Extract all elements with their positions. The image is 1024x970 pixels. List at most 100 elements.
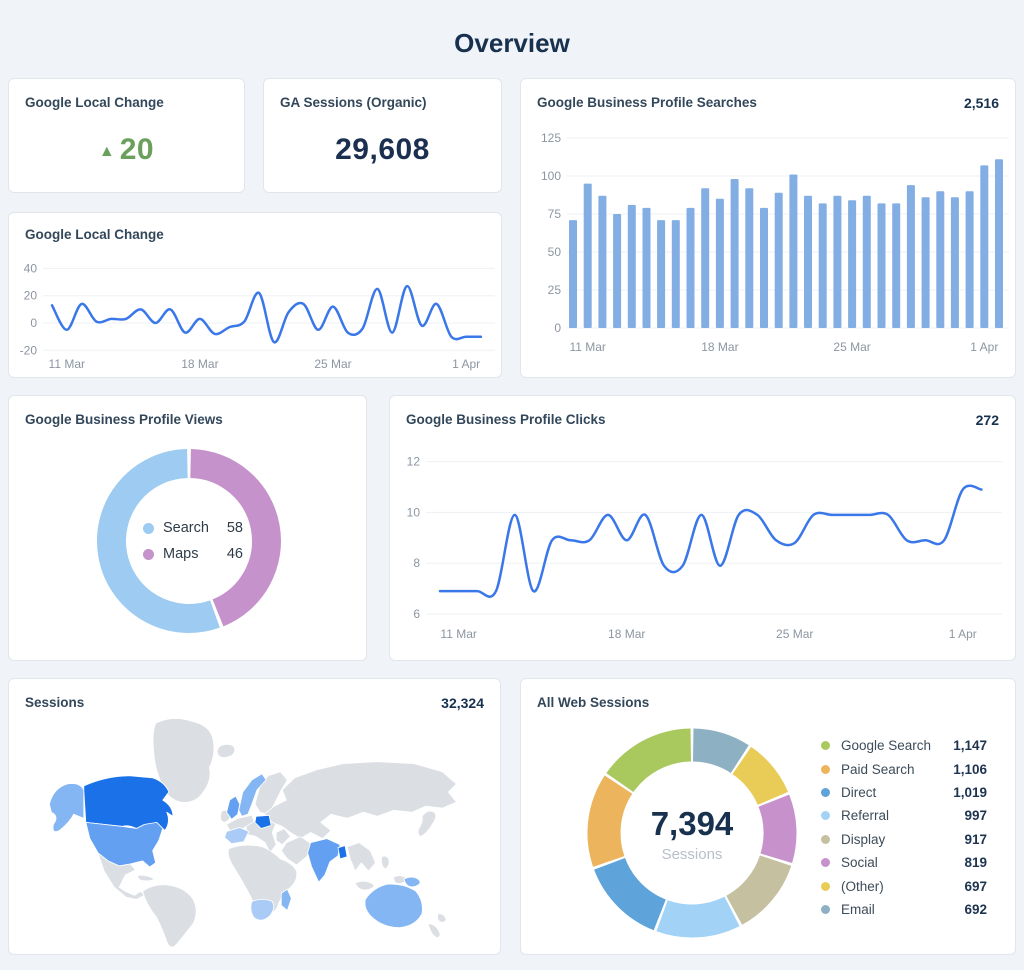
- y-tick-label: 20: [24, 289, 38, 303]
- landmass-balkans[interactable]: [275, 828, 291, 846]
- legend-item-search[interactable]: Search 58: [143, 515, 243, 541]
- donut-chart[interactable]: [9, 396, 368, 662]
- y-tick-label: 6: [413, 607, 420, 621]
- legend-item--other-[interactable]: (Other) 697: [821, 874, 987, 897]
- country-uk[interactable]: [226, 795, 241, 820]
- bar[interactable]: [760, 207, 768, 328]
- landmass-south-america[interactable]: [142, 884, 197, 948]
- bar[interactable]: [995, 159, 1003, 328]
- landmass-arabia[interactable]: [280, 836, 314, 866]
- donut-segment-google-search[interactable]: [606, 728, 692, 793]
- donut-segment-referral[interactable]: [656, 896, 740, 938]
- bar[interactable]: [906, 185, 915, 328]
- legend-item-display[interactable]: Display 917: [821, 828, 987, 851]
- donut-segment-paid-search[interactable]: [587, 775, 633, 867]
- local-change-kpi-value: ▲ 20: [9, 133, 244, 167]
- bar[interactable]: [980, 165, 989, 328]
- landmass-new-zealand-1[interactable]: [427, 923, 441, 939]
- donut-segment-display[interactable]: [725, 854, 792, 925]
- country-bangladesh[interactable]: [337, 845, 348, 860]
- bar[interactable]: [701, 188, 710, 328]
- bar[interactable]: [598, 195, 607, 328]
- bar[interactable]: [657, 220, 666, 328]
- country-canada[interactable]: [83, 775, 174, 831]
- landmass-caribbean[interactable]: [137, 874, 156, 882]
- bar[interactable]: [613, 214, 622, 328]
- legend-dot-icon: [821, 741, 830, 751]
- bar[interactable]: [789, 174, 798, 329]
- y-tick-label: -20: [20, 343, 38, 357]
- landmass-asia-north[interactable]: [263, 761, 457, 839]
- bar[interactable]: [848, 200, 857, 328]
- legend-label: Referral: [841, 808, 890, 824]
- landmass-indonesia-1[interactable]: [354, 880, 375, 891]
- line-chart[interactable]: 40 20 0 -20 11 Mar 18 Mar 25 Mar 1 Apr: [9, 249, 503, 379]
- world-map[interactable]: [19, 713, 499, 951]
- country-poland[interactable]: [254, 814, 272, 829]
- bar[interactable]: [818, 203, 827, 328]
- legend-item-referral[interactable]: Referral 997: [821, 804, 987, 827]
- donut-segment-search[interactable]: [97, 449, 220, 633]
- landmass-japan[interactable]: [417, 810, 437, 837]
- bar[interactable]: [627, 204, 636, 328]
- kpi-number: 20: [119, 133, 155, 166]
- card-title: GA Sessions (Organic): [280, 95, 427, 110]
- country-alaska[interactable]: [48, 783, 85, 833]
- country-india[interactable]: [307, 838, 341, 883]
- landmass-iceland[interactable]: [216, 743, 236, 758]
- up-arrow-icon: ▲: [98, 143, 115, 160]
- bar[interactable]: [950, 197, 959, 328]
- bar[interactable]: [833, 195, 842, 328]
- bar[interactable]: [774, 192, 783, 328]
- country-madagascar[interactable]: [280, 888, 292, 911]
- bar[interactable]: [921, 197, 930, 328]
- legend-item-email[interactable]: Email 692: [821, 898, 987, 921]
- legend-label: (Other): [841, 878, 884, 894]
- bar[interactable]: [892, 203, 901, 328]
- bar[interactable]: [862, 195, 871, 328]
- x-tick-label: 1 Apr: [452, 357, 480, 371]
- card-total: 32,324: [441, 695, 484, 711]
- donut-segment--other-[interactable]: [731, 746, 789, 806]
- bar[interactable]: [715, 198, 724, 328]
- country-south-africa[interactable]: [250, 898, 275, 921]
- legend-label: Paid Search: [841, 761, 915, 777]
- bar[interactable]: [730, 179, 739, 328]
- country-spain[interactable]: [224, 827, 250, 845]
- x-tick-label: 18 Mar: [608, 627, 645, 641]
- donut-segment-direct[interactable]: [594, 857, 667, 931]
- legend-item-direct[interactable]: Direct 1,019: [821, 781, 987, 804]
- legend-item-social[interactable]: Social 819: [821, 851, 987, 874]
- landmass-philippines[interactable]: [380, 855, 390, 870]
- bar[interactable]: [671, 220, 680, 328]
- x-tick-label: 1 Apr: [970, 340, 998, 354]
- landmass-greenland[interactable]: [152, 718, 215, 803]
- bar[interactable]: [686, 207, 695, 328]
- line-chart[interactable]: 12 10 8 6 11 Mar 18 Mar 25 Mar 1 Apr: [390, 440, 1017, 662]
- landmass-se-asia[interactable]: [346, 842, 376, 872]
- legend-label: Direct: [841, 784, 877, 800]
- bar[interactable]: [642, 207, 651, 328]
- bar[interactable]: [877, 203, 886, 328]
- landmass-new-zealand-2[interactable]: [437, 913, 447, 923]
- bar[interactable]: [965, 191, 974, 328]
- bar-chart[interactable]: 125 100 75 50 25 0 11 Mar 18 Mar 25 Mar 1 Apr: [521, 123, 1017, 373]
- legend-dot-icon: [821, 787, 830, 797]
- country-papua-new-guinea[interactable]: [403, 876, 421, 888]
- donut-chart[interactable]: [521, 679, 1017, 956]
- bar[interactable]: [583, 183, 592, 328]
- legend-item-paid-search[interactable]: Paid Search 1,106: [821, 757, 987, 780]
- legend-item-google-search[interactable]: Google Search 1,147: [821, 734, 987, 757]
- line-path: [50, 284, 483, 344]
- country-usa[interactable]: [85, 821, 164, 868]
- donut-segment-maps[interactable]: [189, 449, 281, 627]
- bar[interactable]: [936, 191, 945, 328]
- donut-segment-social[interactable]: [758, 794, 797, 864]
- bar[interactable]: [745, 188, 754, 328]
- country-australia[interactable]: [364, 883, 423, 929]
- bar[interactable]: [804, 195, 812, 328]
- donut-segment-email[interactable]: [692, 728, 749, 774]
- legend-item-maps[interactable]: Maps 46: [143, 541, 243, 567]
- bar[interactable]: [569, 220, 577, 328]
- country-norway[interactable]: [238, 773, 267, 817]
